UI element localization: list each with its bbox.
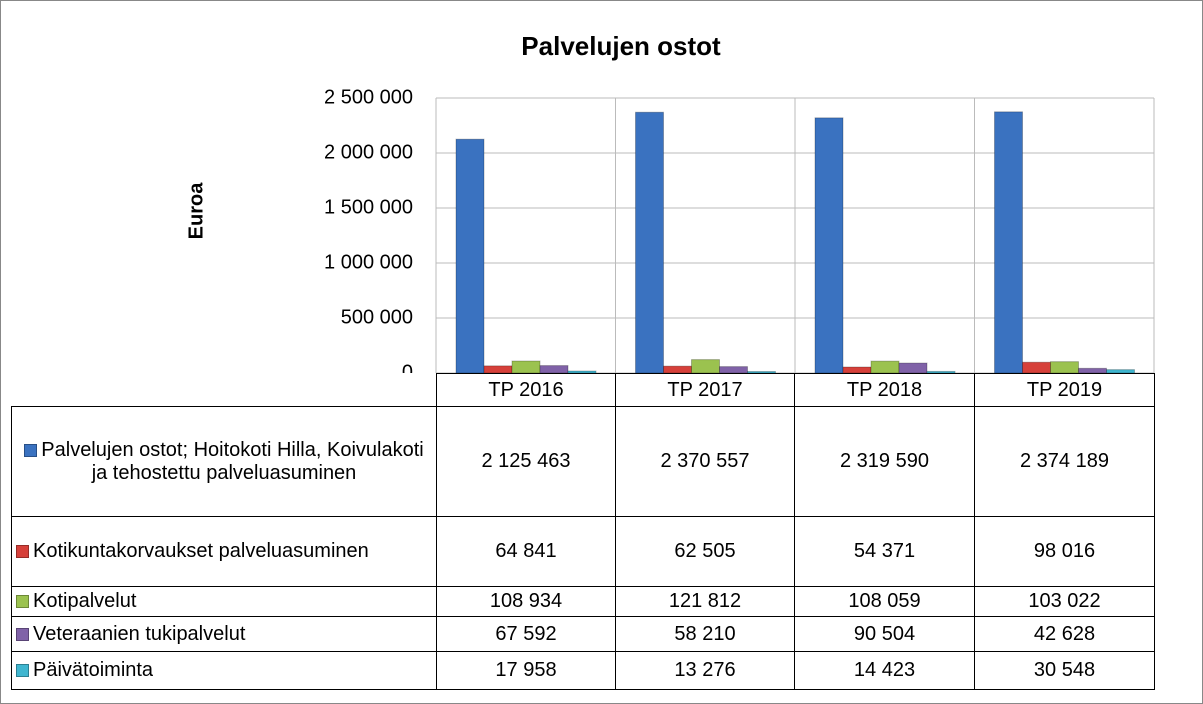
plot: Palvelujen ostot Euroa 0 500 000 1 000 000… [185,31,1155,373]
bar [691,359,720,373]
y-tick-label: 2 500 000 [324,86,413,108]
legend-cell: Kotipalvelut [11,586,437,617]
data-label: 103 022 [974,586,1155,617]
data-label: 108 934 [436,586,616,617]
table-row: Kotikuntakorvaukset palveluasuminen 64 84… [11,516,1155,587]
bar [483,365,513,373]
bar [870,360,900,373]
bar [539,365,569,373]
legend-key [24,443,38,457]
data-label: 2 319 590 [794,406,975,517]
legend-key [16,545,29,559]
bar [455,138,485,373]
corner-cell [11,373,437,407]
data-label: 42 628 [974,616,1155,652]
legend-cell: Palvelujen ostot; Hoitokoti Hilla, Koivu… [11,406,437,517]
bar [663,365,692,373]
bar [814,117,844,373]
legend-cell: Veteraanien tukipalvelut [11,616,437,652]
data-label: 64 841 [436,516,616,587]
data-label: 90 504 [794,616,975,652]
data-label: 98 016 [974,516,1155,587]
data-label: 17 958 [436,651,616,690]
bar [898,362,928,373]
bar [926,370,956,373]
legend-cell: Kotikuntakorvaukset palveluasuminen [11,516,437,587]
table-row: Palvelujen ostot; Hoitokoti Hilla, Koivu… [11,406,1155,517]
legend-key [16,627,29,641]
legend-key [16,595,29,609]
legend-label: Veteraanien tukipalvelut [33,622,246,645]
data-label: 2 374 189 [974,406,1155,517]
legend-label: Kotipalvelut [33,590,137,612]
table-row: Kotipalvelut 108 934 121 812 108 059 103 022 [11,586,1155,617]
y-tick-label: 1 500 000 [324,196,413,218]
legend-cell: Päivätoiminta [11,651,437,690]
data-label: 121 812 [615,586,795,617]
bar [1050,361,1079,373]
bar [994,111,1023,373]
data-label: 58 210 [615,616,795,652]
bar [747,371,776,373]
header-row: TP 2016 TP 2017 TP 2018 TP 2019 [11,373,1155,407]
data-label: 30 548 [974,651,1155,690]
data-label: 2 125 463 [436,406,616,517]
legend-key [16,664,29,678]
data-label: 108 059 [794,586,975,617]
category-label: TP 2019 [974,373,1155,407]
category-label: TP 2017 [615,373,795,407]
y-tick-label: 500 000 [341,306,413,328]
data-label: 2 370 557 [615,406,795,517]
bar [567,370,597,373]
data-table: TP 2016 TP 2017 TP 2018 TP 2019 Palvelujen o… [11,373,1155,690]
legend-label: Päivätoiminta [33,659,154,681]
data-label: 54 371 [794,516,975,587]
data-label: 13 276 [615,651,795,690]
y-tick-label: 0 [402,361,413,373]
y-tick-label: 1 000 000 [324,251,413,273]
legend-label: Kotikuntakorvaukset palveluasuminen [33,540,369,562]
category-label: TP 2016 [436,373,616,407]
table-row: Päivätoiminta 17 958 13 276 14 423 30 548 [11,651,1155,690]
bar [635,111,664,373]
category-label: TP 2018 [794,373,975,407]
y-tick-label: 2 000 000 [324,141,413,163]
data-label: 67 592 [436,616,616,652]
table-row: Veteraanien tukipalvelut 67 592 58 210 90 5… [11,616,1155,652]
bar [1022,361,1051,373]
chart-title: Palvelujen ostot [521,31,721,61]
legend-label: Palvelujen ostot; Hoitokoti Hilla, Koivu… [41,438,424,484]
data-label: 62 505 [615,516,795,587]
bar [511,360,541,373]
data-label: 14 423 [794,651,975,690]
y-axis-label: Euroa [185,182,207,240]
